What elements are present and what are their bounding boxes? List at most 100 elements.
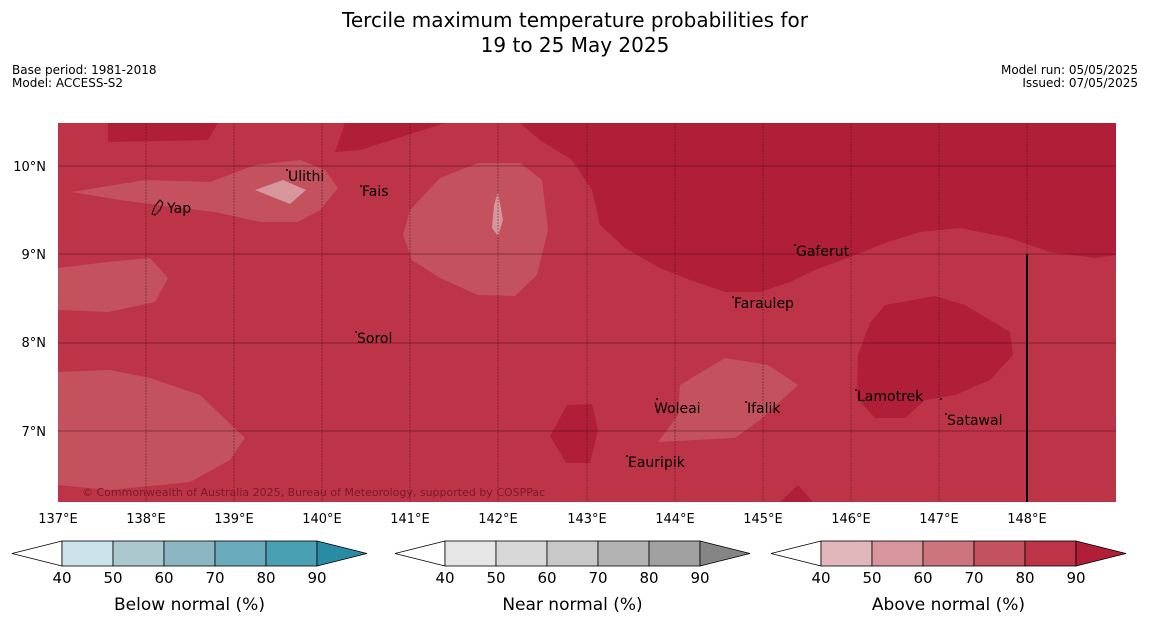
place-label-ifalik: Ifalik [747,401,781,417]
legend-segment [265,540,318,567]
place-label-yap: Yap [166,201,191,217]
legend-segment [871,540,924,567]
title-line-2: 19 to 25 May 2025 [480,33,670,57]
copyright-notice: © Commonwealth of Australia 2025, Bureau… [82,486,545,499]
lon-label: 140°E [302,512,342,527]
region-above-60-70-center [403,163,548,296]
legend-segment [61,540,114,567]
lon-label: 148°E [1007,512,1047,527]
ulithi-marker [286,169,288,171]
legend-extend-low [11,540,63,567]
legend-segment [820,540,873,567]
legend-segment [112,540,165,567]
lon-label: 137°E [38,512,78,527]
legend-title: Near normal (%) [502,595,642,615]
model-name: Model: ACCESS-S2 [12,76,124,90]
region-above-80-90-n [335,123,445,152]
place-label-ulithi: Ulithi [288,169,324,185]
lat-label-9n: 9°N [22,248,47,263]
legend-segment [444,540,497,567]
lon-label: 144°E [655,512,695,527]
lamotrek-east-marker [940,398,942,400]
sorol-marker [355,331,357,333]
legend-extend-low [394,540,446,567]
legend-tick-label: 90 [307,569,326,587]
legend-tick-label: 80 [639,569,658,587]
place-label-woleai: Woleai [654,401,701,417]
region-above-60-70-sw [58,370,245,490]
legend-extend-high [699,540,751,567]
near-normal-legend: 40 50 60 70 80 90 Near normal (%) [394,540,751,615]
lon-label: 146°E [831,512,871,527]
place-label-eauripik: Eauripik [628,455,686,471]
eauripik-marker [626,455,628,457]
region-above-80-90-east [857,296,1013,418]
legend-tick-label: 70 [205,569,224,587]
legend-tick-label: 50 [486,569,505,587]
gaferut-marker [794,244,796,246]
legend-segment [546,540,599,567]
meta-right: Model run: 05/05/2025 Issued: 07/05/2025 [1001,64,1138,90]
legends: 40 50 60 70 80 90 Below normal (%) 40 50 60 70 80 90… [11,540,1127,615]
lon-label: 142°E [478,512,518,527]
place-label-gaferut: Gaferut [796,244,850,260]
legend-segment [597,540,650,567]
legend-tick-label: 60 [913,569,932,587]
ifalik-marker [745,401,747,403]
legend-segment [163,540,216,567]
satawal-marker [945,413,947,415]
lamotrek-marker [855,389,857,391]
legend-tick-label: 40 [435,569,454,587]
below-normal-legend: 40 50 60 70 80 90 Below normal (%) [11,540,368,615]
place-label-satawal: Satawal [947,413,1002,429]
place-label-fais: Fais [362,184,389,200]
legend-tick-label: 60 [537,569,556,587]
legend-tick-label: 40 [811,569,830,587]
region-above-60-70-nw [72,160,338,222]
legend-tick-label: 50 [862,569,881,587]
meta-left: Base period: 1981-2018 Model: ACCESS-S2 [12,64,157,90]
region-above-80-90-south [550,404,598,463]
model-run: Model run: 05/05/2025 [1000,63,1138,77]
legend-segment [973,540,1026,567]
legend-segment [495,540,548,567]
longitude-labels: 137°E 138°E 139°E 140°E 141°E 142°E 143°E 144°E… [38,512,1047,527]
woleai-marker [656,398,658,400]
legend-segment [922,540,975,567]
title-line-1: Tercile maximum temperature probabilitie… [342,8,808,32]
lon-label: 138°E [126,512,166,527]
legend-segment [1024,540,1077,567]
lon-label: 139°E [214,512,254,527]
chart-title: Tercile maximum temperature probabilitie… [0,8,1150,58]
legend-extend-high [316,540,368,567]
legend-tick-label: 90 [1066,569,1085,587]
region-above-50-60-center [492,192,503,236]
map-area[interactable]: Yap Ulithi Fais Gaferut Faraulep Sorol L… [58,123,1116,502]
legend-tick-label: 40 [52,569,71,587]
legend-tick-label: 80 [1015,569,1034,587]
legend-segment [648,540,701,567]
lon-label: 147°E [919,512,959,527]
place-label-lamotrek: Lamotrek [857,389,924,405]
region-above-80-90-north [520,123,1116,292]
above-normal-legend: 40 50 60 70 80 90 Above normal (%) [770,540,1127,615]
region-above-50-60-nw [255,180,306,204]
region-above-80-90-nw [108,123,218,142]
region-above-80-90-se [780,485,813,502]
lat-label-8n: 8°N [22,336,47,351]
base-period: Base period: 1981-2018 [12,63,157,77]
lon-label: 141°E [390,512,430,527]
fais-marker [360,185,362,187]
place-label-sorol: Sorol [357,331,392,347]
legend-tick-label: 70 [588,569,607,587]
legend-tick-label: 50 [103,569,122,587]
lon-label: 145°E [743,512,783,527]
legend-tick-label: 80 [256,569,275,587]
legend-tick-label: 60 [154,569,173,587]
lon-label: 143°E [567,512,607,527]
place-label-faraulep: Faraulep [734,296,794,312]
yap-island-shape [151,199,164,216]
graticule [58,123,1116,502]
legend-segment [214,540,267,567]
